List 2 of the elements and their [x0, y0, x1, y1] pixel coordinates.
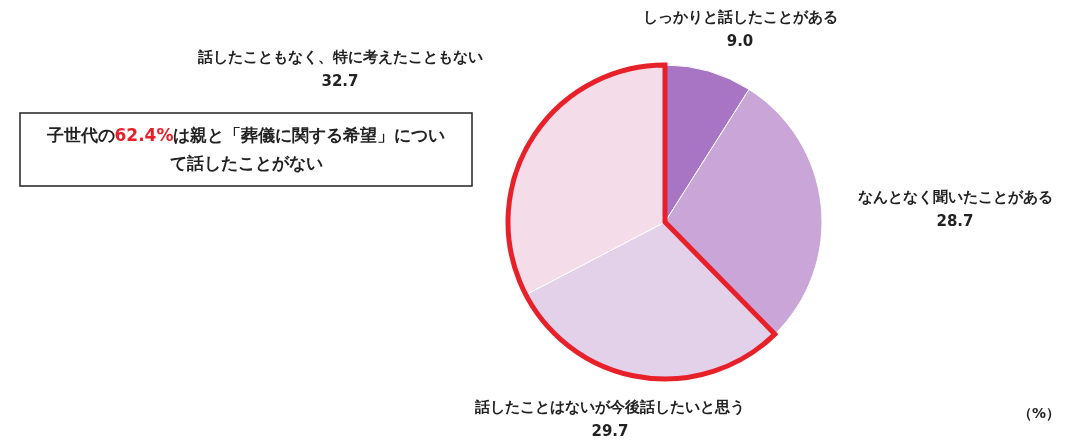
text: 子世代の62.4%は親と「葬儀に関する希望」について話したことがない — [45, 125, 446, 173]
text: （%） — [1017, 405, 1060, 421]
